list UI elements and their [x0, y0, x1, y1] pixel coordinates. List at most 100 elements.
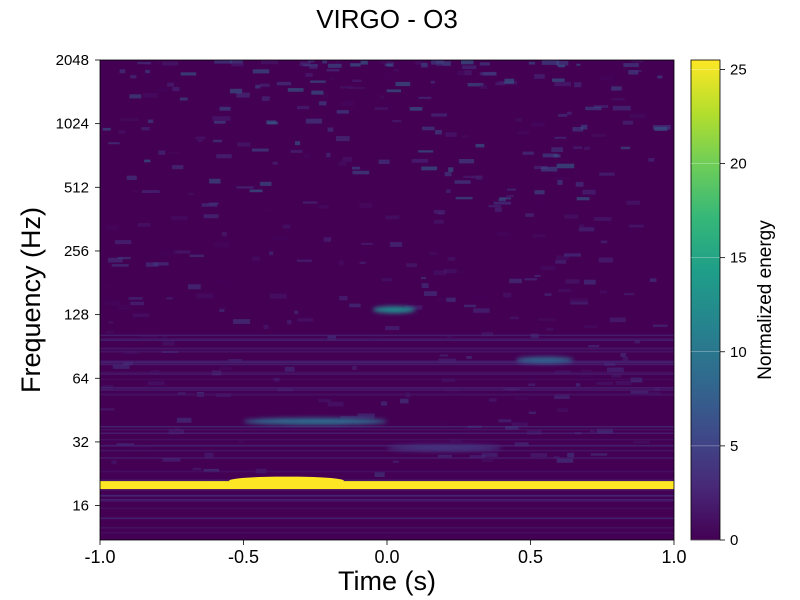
noise-speck — [433, 270, 447, 276]
noise-speck — [352, 166, 361, 170]
noise-speck — [111, 264, 129, 267]
colorbar-tick-label: 5 — [730, 438, 738, 455]
noise-speck — [209, 178, 221, 184]
noise-speck — [454, 180, 471, 184]
noise-speck — [609, 317, 626, 323]
noise-speck — [578, 227, 595, 232]
noise-speck — [176, 417, 192, 423]
x-tick-label: 0.5 — [518, 547, 543, 567]
noise-speck — [305, 118, 323, 124]
signal-features — [100, 306, 674, 490]
noise-speck — [600, 240, 608, 244]
noise-speck — [447, 335, 453, 338]
noise-speck — [374, 472, 385, 477]
noise-speck — [261, 96, 270, 101]
noise-speck — [272, 161, 278, 165]
noise-speck — [421, 283, 429, 288]
noise-speck — [269, 293, 287, 299]
noise-speck — [201, 203, 218, 207]
noise-speck — [585, 106, 602, 111]
noise-band — [100, 371, 674, 374]
noise-speck — [654, 127, 668, 131]
noise-speck — [505, 426, 519, 431]
noise-band — [100, 349, 674, 351]
noise-speck — [340, 101, 354, 106]
noise-speck — [528, 383, 536, 386]
noise-speck — [160, 251, 177, 256]
noise-speck — [295, 141, 301, 146]
noise-speck — [219, 106, 231, 111]
noise-speck — [600, 76, 614, 81]
noise-speck — [327, 63, 342, 68]
noise-speck — [593, 217, 612, 221]
noise-speck — [156, 88, 169, 93]
noise-speck — [308, 60, 315, 63]
noise-speck — [439, 354, 448, 357]
noise-speck — [252, 69, 270, 74]
noise-band — [100, 351, 674, 353]
noise-speck — [423, 291, 437, 296]
noise-speck — [221, 232, 227, 237]
noise-speck — [409, 107, 423, 111]
noise-speck — [558, 114, 568, 117]
noise-speck — [130, 301, 144, 306]
noise-speck — [267, 121, 279, 125]
noise-speck — [557, 64, 565, 68]
noise-speck — [633, 440, 650, 444]
noise-speck — [622, 356, 629, 362]
x-tick-label: -0.5 — [228, 547, 259, 567]
noise-band — [100, 338, 674, 340]
noise-speck — [326, 69, 340, 72]
noise-speck — [352, 170, 370, 175]
feature-blob — [372, 306, 416, 314]
noise-speck — [431, 60, 444, 65]
noise-band — [100, 339, 674, 341]
noise-speck — [156, 61, 162, 66]
noise-speck — [509, 278, 522, 284]
noise-speck — [649, 278, 657, 282]
noise-speck — [339, 260, 344, 266]
noise-speck — [352, 366, 357, 370]
x-tick-label: 1.0 — [661, 547, 686, 567]
noise-speck — [510, 316, 519, 320]
noise-speck — [342, 157, 353, 162]
noise-speck — [567, 111, 572, 115]
noise-speck — [374, 107, 388, 110]
noise-speck — [213, 139, 222, 143]
noise-speck — [386, 75, 397, 80]
noise-speck — [553, 154, 561, 158]
noise-speck — [631, 60, 644, 63]
noise-speck — [119, 69, 126, 74]
noise-speck — [385, 215, 400, 220]
noise-band — [100, 449, 674, 452]
noise-speck — [459, 159, 475, 164]
noise-speck — [361, 249, 371, 254]
noise-speck — [131, 446, 149, 449]
noise-speck — [607, 367, 624, 373]
noise-speck — [515, 396, 529, 401]
noise-speck — [481, 453, 498, 457]
noise-speck — [338, 161, 347, 166]
noise-speck — [534, 74, 545, 79]
noise-band — [100, 378, 674, 381]
noise-speck — [418, 150, 434, 153]
noise-speck — [504, 78, 515, 84]
noise-speck — [591, 134, 606, 137]
noise-speck — [421, 166, 438, 171]
noise-speck — [305, 73, 313, 77]
noise-speck — [620, 146, 631, 150]
plot-area — [99, 59, 675, 541]
noise-speck — [431, 113, 447, 117]
noise-speck — [462, 65, 477, 69]
noise-band — [100, 507, 674, 510]
noise-speck — [556, 255, 569, 261]
noise-speck — [461, 60, 474, 65]
noise-speck — [467, 83, 484, 87]
noise-speck — [210, 124, 220, 127]
noise-speck — [572, 127, 584, 132]
noise-band — [100, 499, 674, 501]
noise-speck — [479, 72, 496, 76]
noise-speck — [596, 381, 614, 385]
noise-speck — [290, 150, 303, 153]
noise-speck — [634, 70, 642, 72]
